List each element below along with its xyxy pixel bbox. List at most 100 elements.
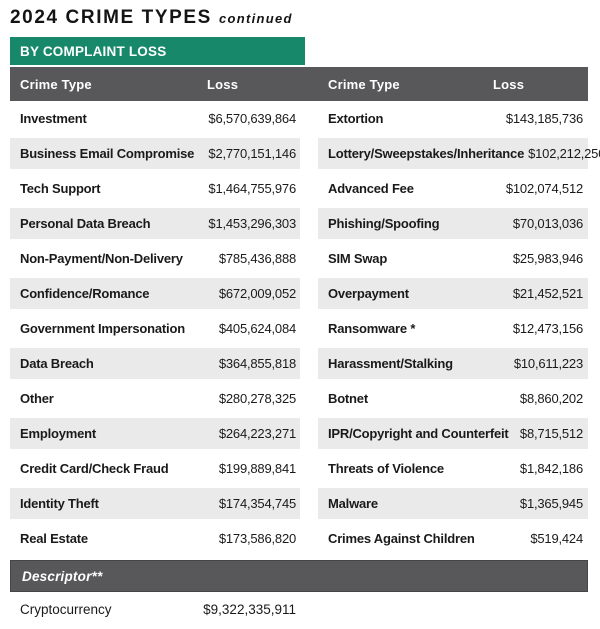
column-gutter	[300, 206, 318, 241]
table-row: Data Breach $364,855,818 Harassment/Stal…	[10, 346, 588, 381]
table-row-left-group: Real Estate $173,586,820	[10, 521, 300, 556]
crime-type-cell: Botnet	[328, 391, 368, 406]
loss-cell: $672,009,052	[218, 286, 296, 301]
crime-type-cell: Crimes Against Children	[328, 531, 475, 546]
table-row-right-group: Ransomware * $12,473,156	[318, 311, 588, 346]
crime-type-cell: Ransomware *	[328, 321, 416, 336]
crime-type-cell: Real Estate	[20, 531, 88, 546]
descriptor-row: Cryptocurrency $9,322,335,911	[10, 594, 588, 629]
loss-cell: $2,770,151,146	[208, 146, 296, 161]
crime-type-cell: SIM Swap	[328, 251, 388, 266]
table-row: Government Impersonation $405,624,084 Ra…	[10, 311, 588, 346]
loss-cell: $519,424	[530, 531, 583, 546]
loss-cell: $143,185,736	[505, 111, 583, 126]
crime-type-cell: IPR/Copyright and Counterfeit	[328, 426, 509, 441]
table-row: Personal Data Breach $1,453,296,303 Phis…	[10, 206, 588, 241]
table-row-right-group: Botnet $8,860,202	[318, 381, 588, 416]
table-row: Real Estate $173,586,820 Crimes Against …	[10, 521, 588, 556]
table-row: Employment $264,223,271 IPR/Copyright an…	[10, 416, 588, 451]
crime-type-cell: Credit Card/Check Fraud	[20, 461, 169, 476]
crime-type-cell: Cryptocurrency	[20, 601, 112, 617]
table-body: Investment $6,570,639,864 Extortion $143…	[10, 101, 600, 556]
loss-cell: $785,436,888	[218, 251, 296, 266]
table-row-left-group: Investment $6,570,639,864	[10, 101, 300, 136]
crime-type-cell: Overpayment	[328, 286, 409, 301]
table-row-right-group: Crimes Against Children $519,424	[318, 521, 588, 556]
column-header-loss-right: Loss	[493, 76, 525, 92]
loss-cell: $25,983,946	[512, 251, 583, 266]
column-gutter	[300, 416, 318, 451]
table-row-left-group: Other $280,278,325	[10, 381, 300, 416]
table-header-right-group: Crime Type Loss	[318, 77, 588, 92]
loss-cell: $364,855,818	[218, 356, 296, 371]
loss-cell: $1,842,186	[519, 461, 583, 476]
descriptor-row-right-group	[318, 594, 588, 624]
loss-cell: $70,013,036	[512, 216, 583, 231]
loss-cell: $6,570,639,864	[208, 111, 296, 126]
column-gutter	[300, 136, 318, 171]
column-gutter	[300, 486, 318, 521]
crime-type-cell: Threats of Violence	[328, 461, 444, 476]
column-header-crime-type-right: Crime Type	[328, 76, 400, 92]
loss-cell: $10,611,223	[513, 356, 583, 371]
loss-cell: $12,473,156	[512, 321, 583, 336]
page-title-continued: continued	[218, 11, 293, 26]
descriptor-label: Descriptor**	[22, 568, 103, 584]
column-gutter	[300, 346, 318, 381]
table-row-left-group: Credit Card/Check Fraud $199,889,841	[10, 451, 300, 486]
crime-type-cell: Personal Data Breach	[20, 216, 151, 231]
descriptor-table-body: Cryptocurrency $9,322,335,911	[10, 594, 588, 624]
table-row-left-group: Identity Theft $174,354,745	[10, 486, 300, 521]
crime-type-cell: Data Breach	[20, 356, 94, 371]
crime-type-cell: Tech Support	[20, 181, 101, 196]
crime-type-cell: Employment	[20, 426, 97, 441]
table-row-right-group: Overpayment $21,452,521	[318, 276, 588, 311]
crime-type-cell: Malware	[328, 496, 378, 511]
loss-cell: $1,365,945	[519, 496, 583, 511]
loss-cell: $21,452,521	[512, 286, 583, 301]
crime-type-cell: Investment	[20, 111, 87, 126]
column-header-loss-left: Loss	[207, 76, 239, 92]
table-row: Identity Theft $174,354,745 Malware $1,3…	[10, 486, 588, 521]
crime-type-cell: Identity Theft	[20, 496, 99, 511]
table-row-left-group: Tech Support $1,464,755,976	[10, 171, 300, 206]
loss-cell: $280,278,325	[218, 391, 296, 406]
crime-type-cell: Government Impersonation	[20, 321, 185, 336]
table-row-left-group: Personal Data Breach $1,453,296,303	[10, 206, 300, 241]
table-row-right-group: Harassment/Stalking $10,611,223	[318, 346, 588, 381]
crime-type-cell: Extortion	[328, 111, 384, 126]
crime-type-cell: Advanced Fee	[328, 181, 414, 196]
table-row-left-group: Non-Payment/Non-Delivery $785,436,888	[10, 241, 300, 276]
table-row: Non-Payment/Non-Delivery $785,436,888 SI…	[10, 241, 588, 276]
loss-cell: $1,464,755,976	[208, 181, 296, 196]
loss-cell: $1,453,296,303	[208, 216, 296, 231]
table-row: Other $280,278,325 Botnet $8,860,202	[10, 381, 588, 416]
table-row-right-group: Lottery/Sweepstakes/Inheritance $102,212…	[318, 136, 600, 171]
loss-cell: $264,223,271	[218, 426, 296, 441]
crime-type-cell: Lottery/Sweepstakes/Inheritance	[328, 146, 525, 161]
column-gutter	[300, 276, 318, 311]
column-gutter	[300, 67, 318, 101]
loss-cell: $8,860,202	[519, 391, 583, 406]
table-row-left-group: Government Impersonation $405,624,084	[10, 311, 300, 346]
loss-cell: $174,354,745	[218, 496, 296, 511]
table-row: Confidence/Romance $672,009,052 Overpaym…	[10, 276, 588, 311]
table-row-left-group: Confidence/Romance $672,009,052	[10, 276, 300, 311]
section-banner: BY COMPLAINT LOSS	[10, 37, 305, 65]
table-row-right-group: Advanced Fee $102,074,512	[318, 171, 588, 206]
page-title: 2024 CRIME TYPES continued	[10, 7, 600, 29]
table-row-right-group: Extortion $143,185,736	[318, 101, 588, 136]
page-title-text: 2024 CRIME TYPES	[10, 7, 212, 28]
loss-cell: $405,624,084	[218, 321, 296, 336]
descriptor-row-left-group: Cryptocurrency $9,322,335,911	[10, 594, 300, 624]
section-banner-label: BY COMPLAINT LOSS	[20, 43, 167, 59]
table-row-right-group: Phishing/Spoofing $70,013,036	[318, 206, 588, 241]
table-row-left-group: Business Email Compromise $2,770,151,146	[10, 136, 300, 171]
crime-type-cell: Business Email Compromise	[20, 146, 195, 161]
loss-cell: $9,322,335,911	[203, 601, 296, 617]
loss-cell: $102,212,250	[528, 146, 600, 161]
table-header-row: Crime Type Loss Crime Type Loss	[10, 67, 588, 101]
column-gutter	[300, 521, 318, 556]
table-row-left-group: Employment $264,223,271	[10, 416, 300, 451]
